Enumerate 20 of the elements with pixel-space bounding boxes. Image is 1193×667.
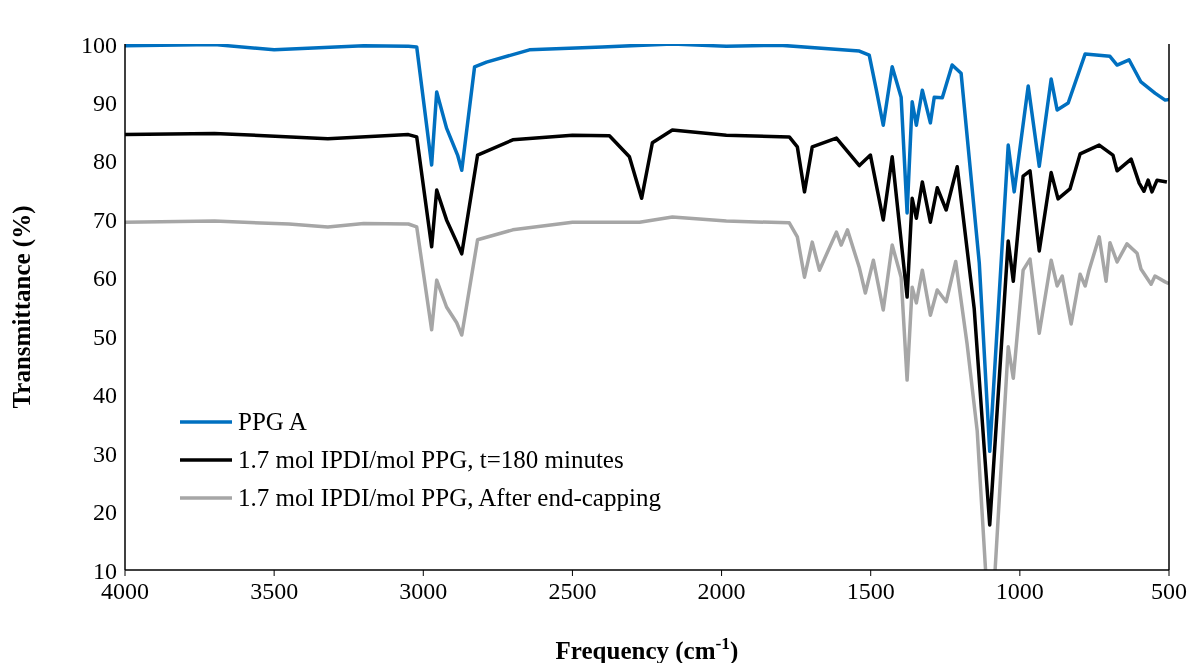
y-tick-label: 20 (93, 499, 117, 526)
y-tick-label: 40 (93, 382, 117, 409)
legend-label: PPG A (238, 408, 307, 436)
legend-label: 1.7 mol IPDI/mol PPG, t=180 minutes (238, 446, 624, 474)
y-tick-label: 70 (93, 206, 117, 233)
x-tick-label: 3000 (399, 578, 448, 605)
y-tick-label: 30 (93, 440, 117, 467)
y-tick-label: 60 (93, 265, 117, 292)
x-tick-label: 1000 (995, 578, 1044, 605)
x-tick-label: 2500 (548, 578, 597, 605)
y-tick-label: 90 (93, 89, 117, 116)
x-tick-label: 2000 (697, 578, 746, 605)
y-tick-label: 80 (93, 148, 117, 175)
y-axis-title: Transmittance (%) (8, 205, 36, 409)
x-tick-label: 3500 (250, 578, 299, 605)
y-tick-label: 50 (93, 323, 117, 350)
x-tick-label: 500 (1151, 578, 1187, 605)
y-tick-label: 100 (81, 31, 117, 58)
legend-label: 1.7 mol IPDI/mol PPG, After end-capping (238, 484, 661, 512)
x-tick-label: 1500 (846, 578, 895, 605)
